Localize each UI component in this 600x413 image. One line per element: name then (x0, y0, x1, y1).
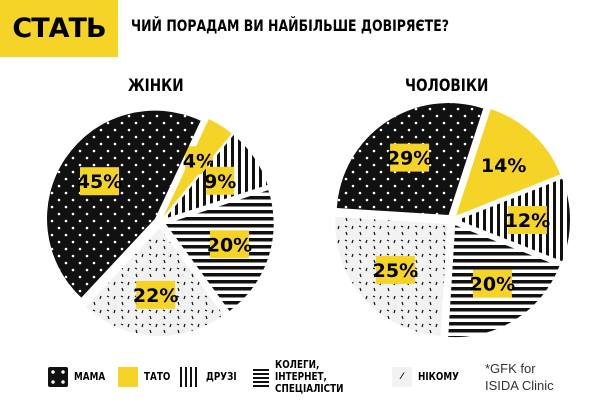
dashes-swatch-icon: ⁄ (392, 367, 412, 387)
data-label-bg-men-1 (507, 206, 547, 234)
data-label-bg-women-3 (136, 280, 176, 309)
data-label-bg-men-0 (484, 151, 524, 180)
data-label-women-0: 4% (183, 150, 215, 172)
data-label-bg-men-3 (375, 255, 415, 284)
question-title: ЧИЙ ПОРАДАМ ВИ НАЙБІЛЬШЕ ДОВІРЯЄТЕ? (131, 16, 449, 35)
chart-title-women: ЖІНКИ (128, 76, 184, 96)
chart-title-men: ЧОЛОВІКИ (405, 76, 489, 96)
legend-item-druzi: ДРУЗІ (180, 366, 244, 388)
section-badge: СТАТЬ (0, 0, 118, 57)
legend-item-kolegi: КОЛЕГИ, ІНТЕРНЕТ, СПЕЦІАЛІСТИ (253, 359, 393, 395)
data-label-men-0: 14% (481, 155, 526, 177)
data-label-women-2: 20% (207, 234, 252, 256)
data-label-women-1: 9% (204, 171, 236, 193)
data-label-bg-men-2 (472, 269, 512, 298)
data-label-bg-women-2 (209, 230, 249, 259)
horizontal-stripes-swatch-icon (253, 367, 269, 387)
data-label-men-2: 20% (470, 274, 515, 296)
legend-item-tato: ТАТО (118, 366, 177, 388)
data-label-women-4: 45% (77, 171, 122, 193)
yellow-swatch-icon (118, 367, 138, 387)
data-label-bg-men-4 (390, 143, 430, 172)
legend-item-nikomu: ⁄ НІКОМУ (392, 366, 469, 388)
data-label-men-1: 12% (505, 210, 550, 232)
data-label-bg-women-4 (80, 167, 120, 196)
data-label-men-3: 25% (373, 260, 418, 282)
data-label-bg-women-1 (206, 166, 235, 195)
legend-item-mama: МАМА (48, 366, 113, 388)
data-label-men-4: 29% (387, 148, 432, 170)
source-note: *GFK for ISIDA Clinic (485, 361, 554, 393)
vertical-stripes-swatch-icon (180, 367, 200, 387)
dots-swatch-icon (48, 367, 68, 387)
pie-slice-women-4 (47, 110, 201, 298)
data-label-women-3: 22% (133, 285, 178, 307)
